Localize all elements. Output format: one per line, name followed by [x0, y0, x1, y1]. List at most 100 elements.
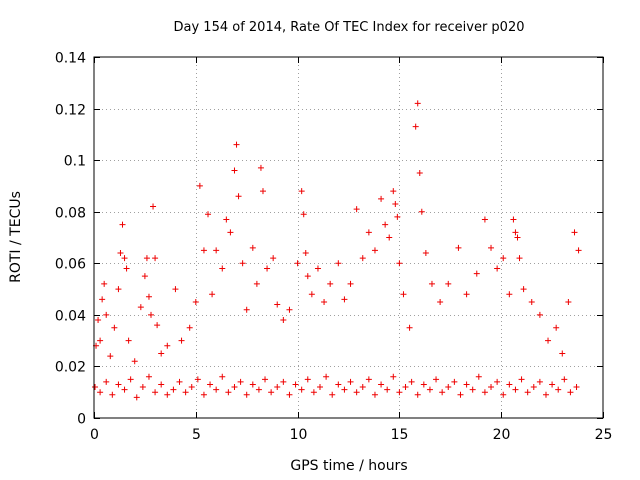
data-point: [107, 353, 114, 360]
data-point: [384, 386, 391, 393]
data-point: [414, 391, 421, 398]
data-point: [500, 255, 507, 262]
data-point: [200, 391, 207, 398]
data-point: [536, 378, 543, 385]
data-point: [225, 389, 232, 396]
data-point: [231, 167, 238, 174]
x-tick-label: 5: [192, 427, 201, 443]
y-tick-label: 0.06: [55, 257, 86, 273]
data-point: [516, 255, 523, 262]
data-point: [406, 324, 413, 331]
data-point: [500, 391, 507, 398]
data-point: [542, 391, 549, 398]
data-point: [359, 255, 366, 262]
plot-frame: [93, 56, 604, 419]
data-point: [378, 381, 385, 388]
data-point: [378, 195, 385, 202]
data-point: [437, 298, 444, 305]
data-point: [196, 182, 203, 189]
data-point: [270, 255, 277, 262]
data-point: [390, 373, 397, 380]
data-point: [123, 265, 130, 272]
data-point: [298, 188, 305, 195]
data-point: [549, 381, 556, 388]
data-point: [559, 350, 566, 357]
data-point: [264, 265, 271, 272]
data-point: [512, 229, 519, 236]
data-point: [280, 317, 287, 324]
data-point: [371, 247, 378, 254]
data-point: [154, 322, 161, 329]
data-point: [274, 384, 281, 391]
data-point: [386, 234, 393, 241]
data-point: [365, 229, 372, 236]
data-point: [304, 273, 311, 280]
data-point: [182, 389, 189, 396]
data-point: [209, 291, 216, 298]
data-point: [310, 389, 317, 396]
data-points: [92, 100, 582, 401]
data-point: [150, 203, 157, 210]
x-tick-label: 10: [290, 427, 308, 443]
data-point: [414, 100, 421, 107]
data-point: [121, 255, 128, 262]
y-axis-label: ROTI / TECUs: [8, 191, 24, 283]
data-point: [553, 324, 560, 331]
data-point: [433, 376, 440, 383]
data-point: [219, 265, 226, 272]
data-point: [103, 311, 110, 318]
data-point: [172, 286, 179, 293]
data-point: [131, 358, 138, 365]
data-point: [148, 311, 155, 318]
data-point: [506, 381, 513, 388]
data-point: [475, 373, 482, 380]
data-point: [274, 301, 281, 308]
data-point: [396, 260, 403, 267]
data-point: [233, 141, 240, 148]
data-point: [463, 381, 470, 388]
data-point: [316, 384, 323, 391]
data-point: [428, 280, 435, 287]
data-point: [481, 389, 488, 396]
data-point: [418, 208, 425, 215]
data-point: [420, 381, 427, 388]
data-point: [280, 378, 287, 385]
data-point: [451, 378, 458, 385]
data-point: [231, 384, 238, 391]
data-point: [561, 376, 568, 383]
data-point: [152, 255, 159, 262]
data-point: [514, 234, 521, 241]
data-point: [396, 389, 403, 396]
data-point: [239, 260, 246, 267]
data-point: [335, 260, 342, 267]
data-point: [390, 188, 397, 195]
data-point: [145, 373, 152, 380]
y-tick-label: 0.02: [55, 360, 86, 376]
data-point: [298, 386, 305, 393]
y-tick-label: 0.14: [55, 51, 86, 67]
data-point: [457, 391, 464, 398]
data-point: [371, 391, 378, 398]
data-point: [259, 188, 266, 195]
data-point: [139, 384, 146, 391]
data-point: [188, 384, 195, 391]
data-point: [416, 170, 423, 177]
data-point: [158, 381, 165, 388]
x-tick-label: 20: [493, 427, 511, 443]
data-point: [329, 391, 336, 398]
data-point: [575, 247, 582, 254]
data-point: [327, 280, 334, 287]
data-point: [243, 391, 250, 398]
data-point: [347, 378, 354, 385]
data-point: [158, 350, 165, 357]
data-point: [439, 389, 446, 396]
data-point: [257, 164, 264, 171]
data-point: [235, 193, 242, 200]
y-tick-label: 0.04: [55, 309, 86, 325]
data-point: [192, 298, 199, 305]
data-point: [97, 337, 104, 344]
y-tick-label: 0.08: [55, 206, 86, 222]
data-point: [335, 381, 342, 388]
